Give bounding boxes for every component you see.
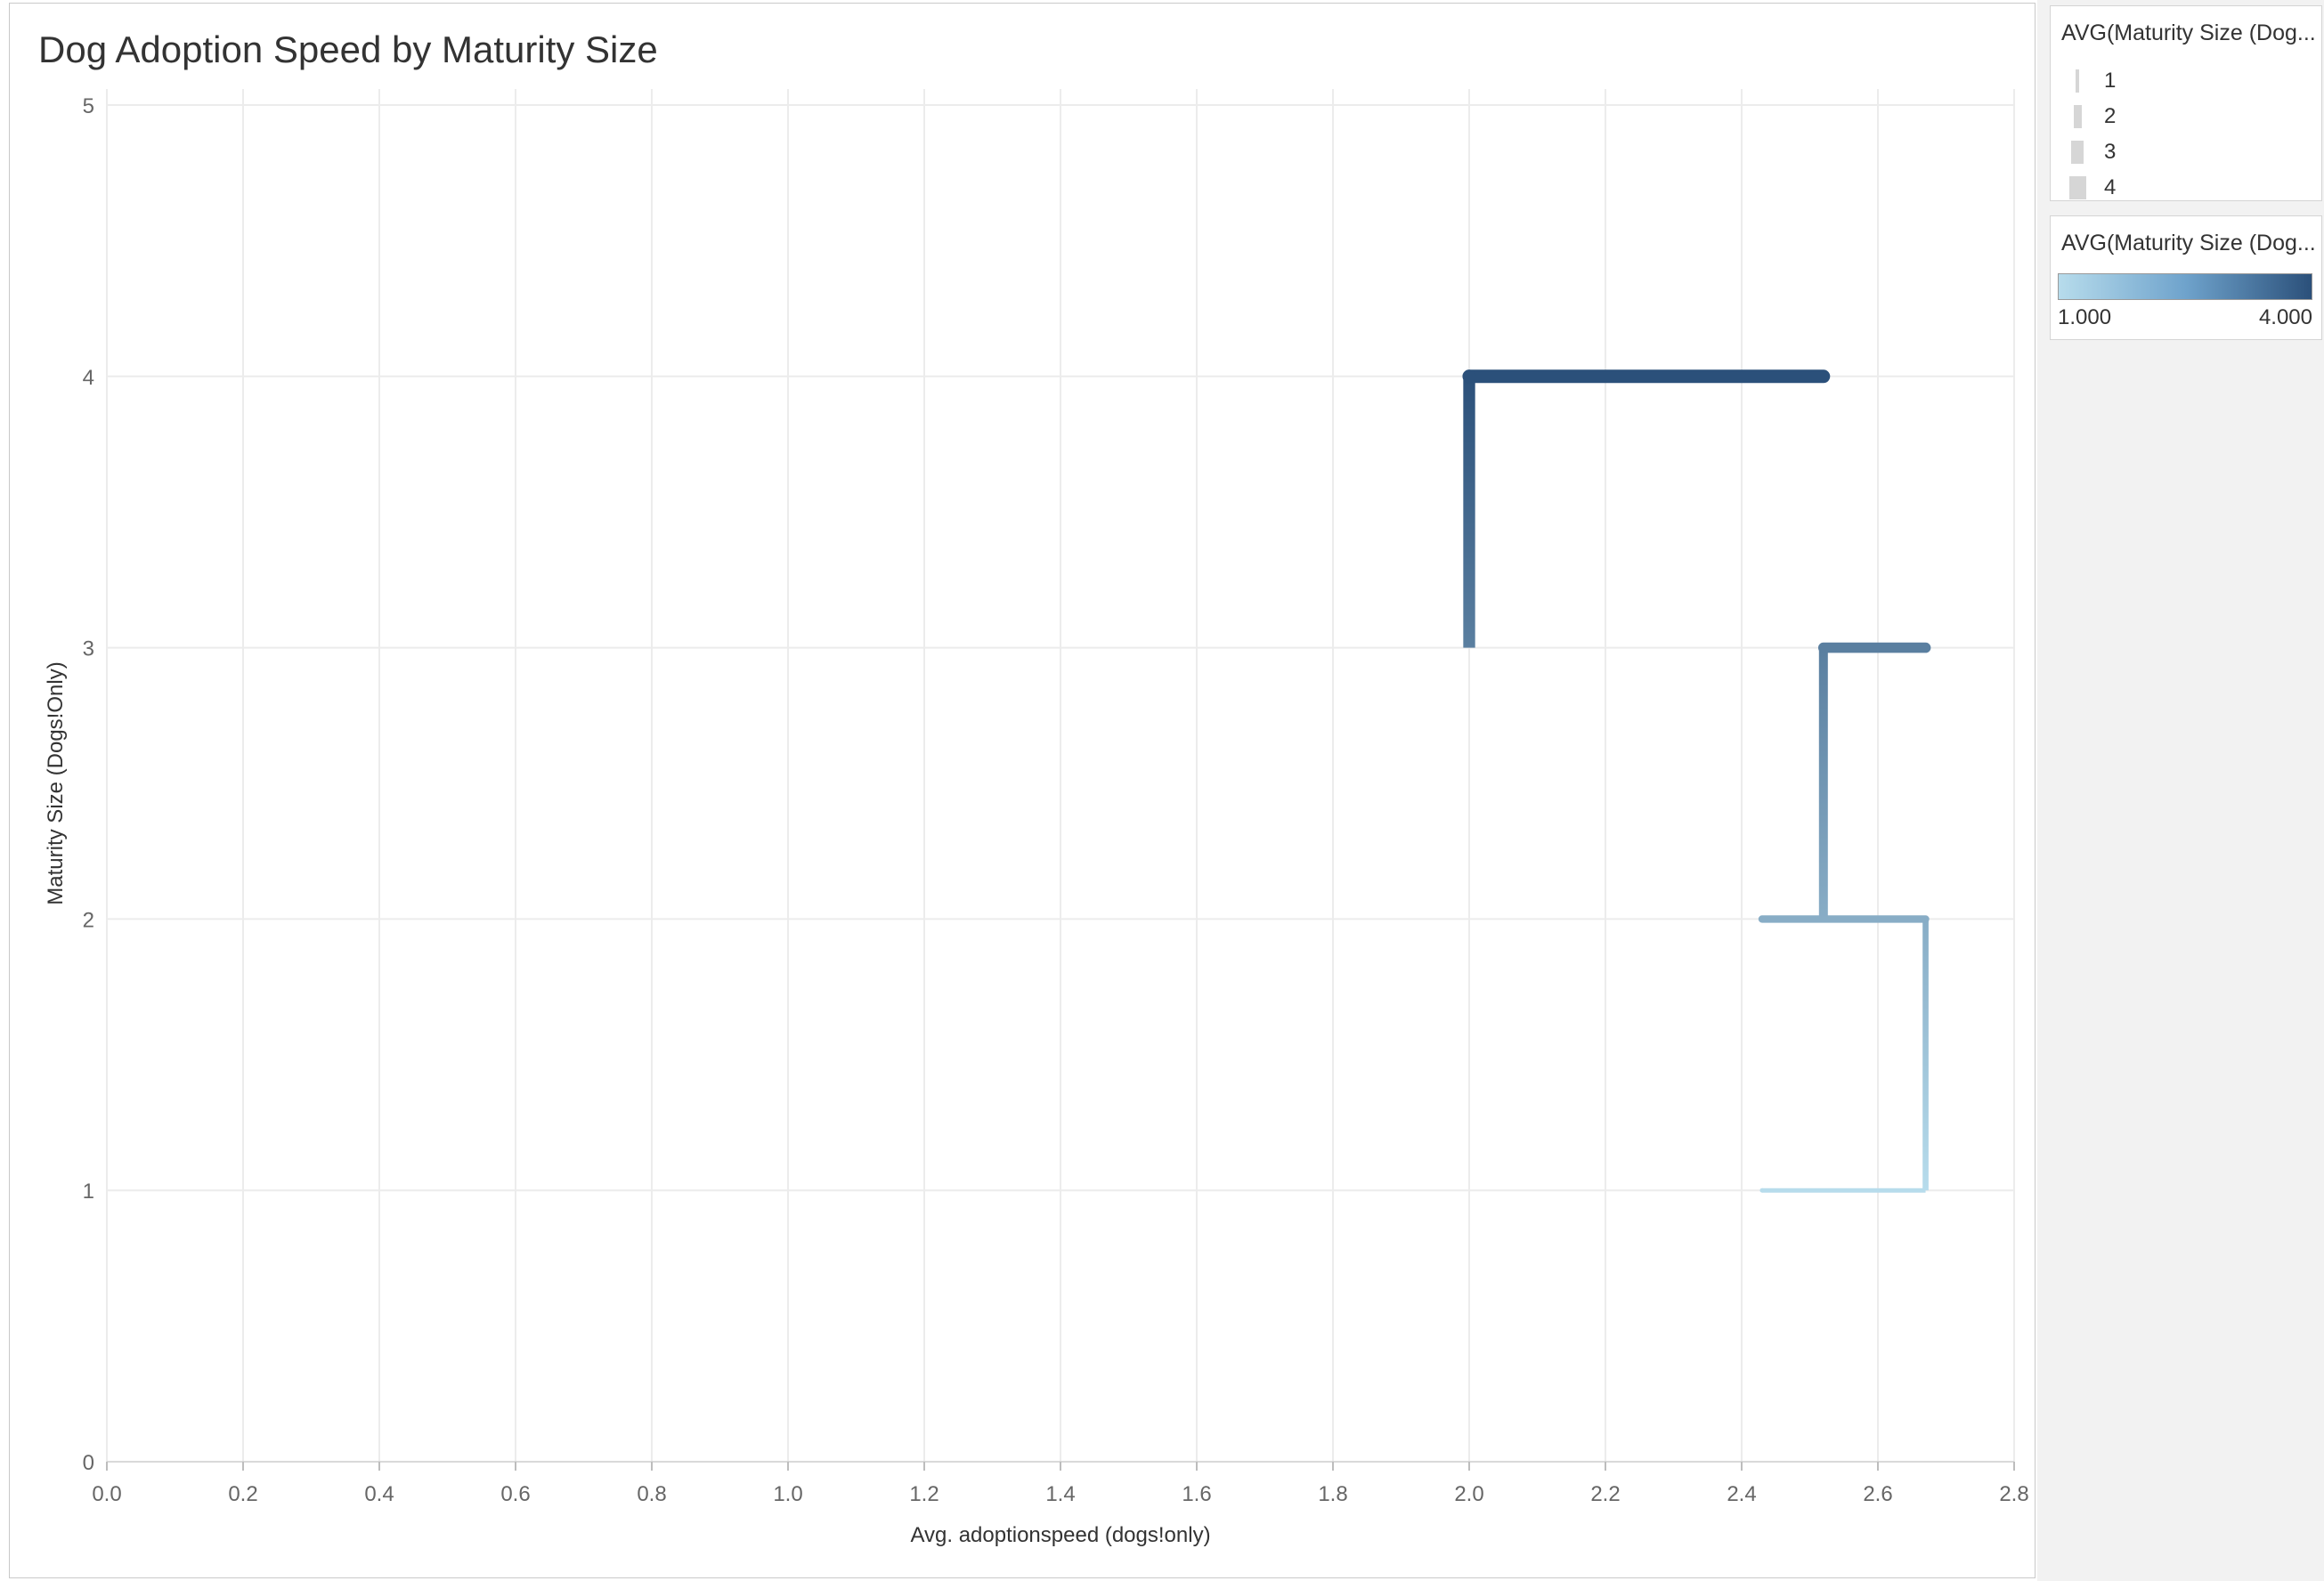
x-tick-label: 0.6 xyxy=(500,1482,530,1506)
size-legend-label: 1 xyxy=(2104,69,2117,93)
line-segment-vertical xyxy=(1463,376,1475,648)
x-tick-label: 1.4 xyxy=(1045,1482,1075,1506)
line-segment-vertical xyxy=(1922,919,1929,1191)
x-tick-label: 0.0 xyxy=(92,1482,121,1506)
size-legend-label: 2 xyxy=(2104,104,2117,128)
chart-svg: 0.0 0.2 0.4 0.6 0.8 1.0 1.2 1.4 1.6 1.8 2.0 2.2 2.4 2… xyxy=(44,89,2029,1547)
x-tick-label: 1.8 xyxy=(1318,1482,1347,1506)
x-tick-label: 2.8 xyxy=(1999,1482,2028,1506)
series-layer[interactable] xyxy=(1462,369,1931,1193)
size-legend-item[interactable]: 1 xyxy=(2051,66,2321,96)
color-legend-title: AVG(Maturity Size (Dog... xyxy=(2061,231,2315,255)
axis-layer: 0.0 0.2 0.4 0.6 0.8 1.0 1.2 1.4 1.6 1.8 2.0 2.2 2.4 2… xyxy=(83,94,2029,1506)
size-legend-title: AVG(Maturity Size (Dog... xyxy=(2061,20,2315,45)
size-legend[interactable]: AVG(Maturity Size (Dog... 1 2 3 4 xyxy=(2050,5,2322,201)
x-tick-label: 1.2 xyxy=(909,1482,939,1506)
x-tick-label: 0.2 xyxy=(228,1482,257,1506)
size-legend-label: 3 xyxy=(2104,140,2117,164)
size-legend-item[interactable]: 4 xyxy=(2051,173,2321,203)
y-tick-label: 0 xyxy=(83,1451,94,1475)
x-tick-label: 1.6 xyxy=(1182,1482,1211,1506)
color-ramp xyxy=(2058,273,2312,300)
y-tick-label: 1 xyxy=(83,1180,94,1204)
x-tick-label: 1.0 xyxy=(773,1482,802,1506)
y-tick-label: 5 xyxy=(83,94,94,118)
size-legend-label: 4 xyxy=(2104,175,2117,199)
x-tick-label: 2.6 xyxy=(1863,1482,1892,1506)
chart-title: Dog Adoption Speed by Maturity Size xyxy=(38,28,658,70)
y-tick-label: 3 xyxy=(83,637,94,661)
color-legend[interactable]: AVG(Maturity Size (Dog... 1.000 4.000 xyxy=(2050,215,2322,340)
color-legend-max-label: 4.000 xyxy=(2258,305,2312,329)
x-tick-label: 2.4 xyxy=(1727,1482,1756,1506)
grid-layer xyxy=(106,89,2015,1463)
legend-panel: AVG(Maturity Size (Dog... 1 2 3 4 AVG(Matur… xyxy=(2037,0,2324,1581)
size-legend-item[interactable]: 3 xyxy=(2051,137,2321,167)
y-axis-title: Maturity Size (Dogs!Only) xyxy=(44,661,68,904)
x-tick-label: 2.0 xyxy=(1454,1482,1483,1506)
size-legend-swatch xyxy=(2071,141,2084,164)
size-legend-swatch xyxy=(2076,69,2079,93)
x-tick-label: 0.4 xyxy=(364,1482,394,1506)
x-tick-label: 0.8 xyxy=(637,1482,666,1506)
size-legend-swatch xyxy=(2068,176,2086,199)
color-legend-min-label: 1.000 xyxy=(2058,305,2112,329)
x-axis-title: Avg. adoptionspeed (dogs!only) xyxy=(910,1523,1210,1547)
line-segment-vertical xyxy=(1818,647,1828,920)
y-tick-label: 2 xyxy=(83,908,94,932)
x-tick-label: 2.2 xyxy=(1590,1482,1620,1506)
chart-frame: Dog Adoption Speed by Maturity Size xyxy=(9,3,2036,1578)
size-legend-item[interactable]: 2 xyxy=(2051,101,2321,132)
y-tick-label: 4 xyxy=(83,366,94,390)
size-legend-swatch xyxy=(2073,105,2082,128)
line-point xyxy=(1462,369,1476,384)
